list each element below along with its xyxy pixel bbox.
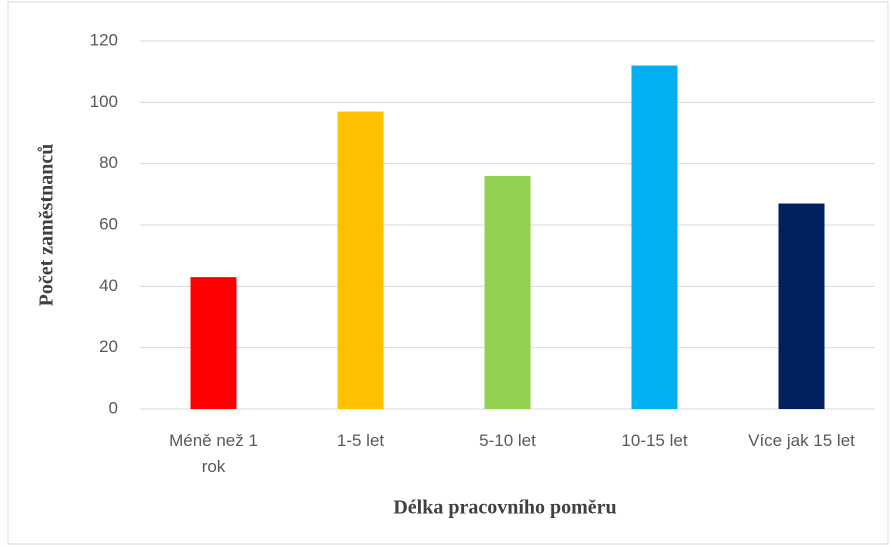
bar [190, 277, 237, 409]
x-tick-label: 1-5 let [336, 431, 385, 450]
x-tick-label: 5-10 let [479, 431, 536, 450]
chart-border [7, 1, 889, 545]
y-tick-label: 0 [109, 398, 118, 417]
bar [778, 203, 825, 409]
y-tick-label: 40 [99, 276, 118, 295]
bar [337, 111, 384, 410]
y-tick-label: 60 [99, 214, 118, 233]
x-axis-title: Délka pracovního poměru [393, 497, 616, 519]
y-tick-label: 120 [90, 30, 118, 49]
x-tick-label: Více jak 15 let [748, 431, 855, 450]
y-tick-label: 80 [99, 153, 118, 172]
bar [484, 175, 531, 409]
y-tick-label: 20 [99, 337, 118, 356]
x-tick-label: 10-15 let [621, 431, 688, 450]
y-axis-title: Počet zaměstnanců [36, 144, 58, 307]
bar [631, 65, 678, 410]
x-tick-label: Méně než 1 rok [169, 431, 258, 476]
y-tick-label: 100 [90, 92, 118, 111]
